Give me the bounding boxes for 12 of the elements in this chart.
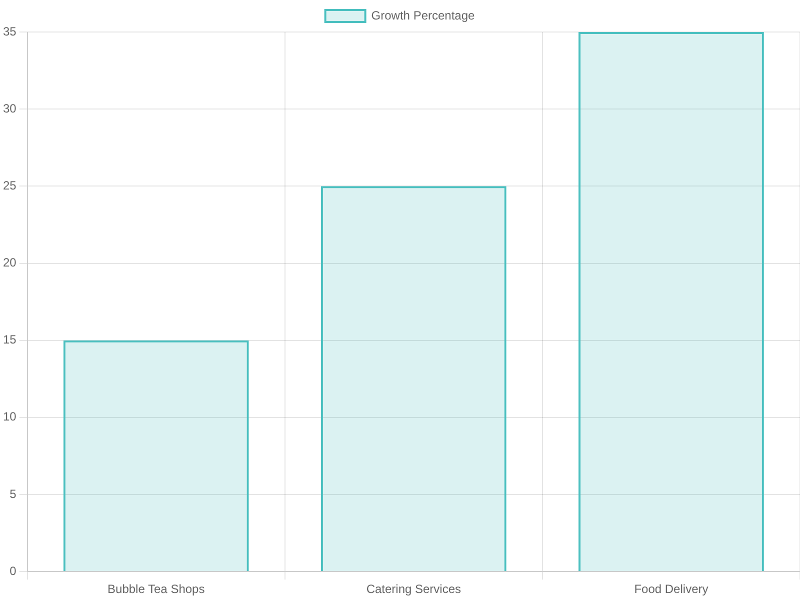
y-tick-label: 25 bbox=[2, 178, 17, 192]
y-tick-label: 0 bbox=[10, 564, 17, 578]
x-tick-label: Catering Services bbox=[366, 582, 462, 596]
x-tick-label: Bubble Tea Shops bbox=[108, 582, 205, 596]
y-tick-label: 5 bbox=[10, 486, 17, 501]
legend-label: Growth Percentage bbox=[371, 8, 476, 22]
y-tick-label: 10 bbox=[2, 410, 17, 424]
y-tick-label: 30 bbox=[2, 101, 17, 116]
y-tick-label: 20 bbox=[2, 256, 17, 270]
y-tick-label: 15 bbox=[2, 332, 17, 347]
x-tick-label: Food Delivery bbox=[634, 582, 708, 596]
y-tick-label: 35 bbox=[2, 24, 17, 38]
